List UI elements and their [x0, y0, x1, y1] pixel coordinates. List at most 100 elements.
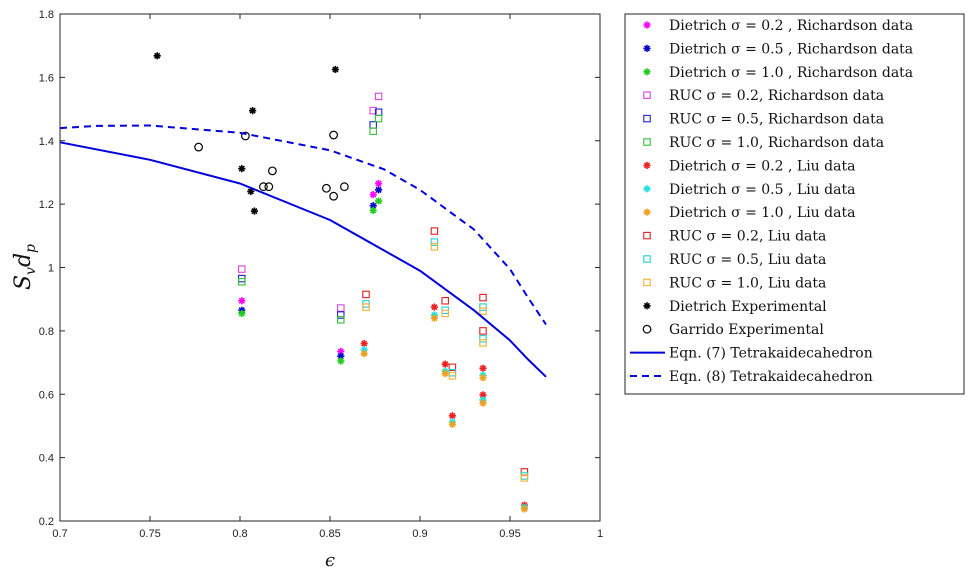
legend: Dietrich σ = 0.2 , Richardson data Dietri…: [624, 13, 965, 395]
legend-label: Dietrich σ = 0.2 , Richardson data: [669, 18, 913, 34]
data-point: [441, 309, 449, 318]
x-tick-label: 0.8: [232, 528, 247, 540]
data-point: [448, 420, 456, 428]
legend-entry: Dietrich σ = 1.0 , Richardson data: [643, 65, 913, 81]
data-point: [479, 327, 487, 335]
data-point: [238, 297, 246, 305]
data-point: [441, 297, 449, 305]
series-13: [194, 130, 349, 201]
data-point: [322, 183, 331, 193]
data-point: [375, 179, 383, 188]
legend-entry: Eqn. (7) Tetrakaidecahedron: [630, 346, 873, 362]
data-point: [337, 347, 345, 356]
data-point: [337, 357, 345, 365]
data-point: [479, 399, 487, 407]
data-point: [360, 350, 368, 358]
series-3: [238, 92, 383, 312]
legend-entry: Eqn. (8) Tetrakaidecahedron: [630, 369, 873, 385]
legend-box: [624, 13, 965, 395]
legend-marker-swatch: [643, 44, 651, 52]
data-point: [374, 114, 383, 123]
legend-label: RUC σ = 0.5, Richardson data: [669, 112, 884, 128]
legend-marker-swatch: [643, 91, 651, 99]
data-point: [360, 339, 368, 348]
data-point: [479, 364, 487, 372]
data-point: [479, 335, 487, 343]
data-point: [448, 412, 456, 420]
data-point: [479, 339, 487, 347]
data-point: [430, 227, 439, 235]
legend-label: Dietrich σ = 1.0 , Liu data: [669, 205, 855, 221]
y-tick-label: 1.2: [39, 199, 54, 211]
legend-label: Eqn. (8) Tetrakaidecahedron: [669, 369, 873, 385]
legend-entry: Dietrich σ = 0.5 , Liu data: [643, 182, 855, 198]
legend-marker-swatch: [643, 185, 651, 193]
x-tick-label: 0.9: [412, 528, 427, 540]
legend-label: Eqn. (7) Tetrakaidecahedron: [669, 346, 873, 362]
legend-label: Garrido Experimental: [669, 322, 824, 338]
legend-entries: Dietrich σ = 0.2 , Richardson data Dietri…: [630, 18, 913, 385]
data-point: [479, 374, 487, 382]
legend-label: Dietrich σ = 0.5 , Liu data: [669, 182, 855, 198]
data-point: [249, 107, 257, 115]
data-point: [337, 311, 345, 319]
data-point: [369, 106, 377, 115]
legend-marker-swatch: [643, 231, 651, 240]
y-tick-label: 1.6: [39, 72, 54, 84]
data-point: [520, 474, 529, 482]
legend-entry: Dietrich Experimental: [643, 299, 827, 315]
legend-label: RUC σ = 0.2, Liu data: [669, 229, 826, 245]
data-point: [369, 191, 377, 199]
data-point: [369, 206, 377, 215]
x-tick-label: 0.7: [52, 528, 67, 540]
data-point: [520, 505, 528, 513]
data-point: [430, 314, 438, 322]
series-line: [59, 141, 547, 378]
legend-marker-swatch: [643, 208, 651, 216]
data-point: [362, 290, 370, 299]
legend-entry: RUC σ = 1.0, Liu data: [643, 275, 826, 291]
series-14: [59, 141, 547, 378]
legend-label: RUC σ = 1.0, Richardson data: [669, 135, 884, 151]
x-axis-label: ϵ: [325, 550, 335, 571]
series-line: [59, 124, 547, 326]
data-point: [375, 186, 383, 194]
data-point: [337, 304, 345, 312]
data-point: [448, 363, 457, 372]
data-point: [329, 191, 339, 201]
x-tick-label: 0.85: [319, 528, 340, 540]
data-point: [240, 131, 250, 141]
data-point: [479, 307, 487, 315]
y-tick-label: 1.8: [39, 9, 54, 21]
data-point: [479, 293, 487, 302]
series-15: [59, 124, 547, 326]
legend-entry: RUC σ = 1.0, Richardson data: [643, 135, 884, 151]
data-point: [430, 303, 438, 311]
y-tick-label: 0.2: [39, 516, 54, 528]
series-11: [362, 243, 529, 482]
legend-entry: Dietrich σ = 0.2 , Richardson data: [643, 18, 913, 34]
y-tick-label: 0.6: [39, 389, 54, 401]
series-2: [238, 197, 383, 365]
data-point: [153, 52, 161, 60]
data-point: [250, 207, 258, 215]
y-tick-label: 1.4: [39, 136, 54, 148]
y-axis-label: Svdp: [11, 244, 39, 290]
legend-marker-swatch: [643, 138, 651, 146]
legend-entry: RUC σ = 0.2, Liu data: [643, 229, 826, 245]
y-tick-label: 0.8: [39, 326, 54, 338]
data-point: [479, 303, 487, 311]
data-point: [441, 360, 449, 368]
data-point: [337, 316, 345, 324]
data-point: [375, 197, 383, 205]
y-tick-label: 0.4: [39, 453, 54, 465]
data-point: [369, 127, 377, 135]
legend-marker-swatch: [643, 278, 651, 287]
y-label-d: d: [11, 253, 36, 267]
legend-label: Dietrich Experimental: [669, 299, 827, 315]
data-point: [238, 278, 246, 286]
series-8: [360, 314, 528, 513]
data-point: [194, 142, 204, 152]
x-tick-label: 0.75: [139, 528, 160, 540]
